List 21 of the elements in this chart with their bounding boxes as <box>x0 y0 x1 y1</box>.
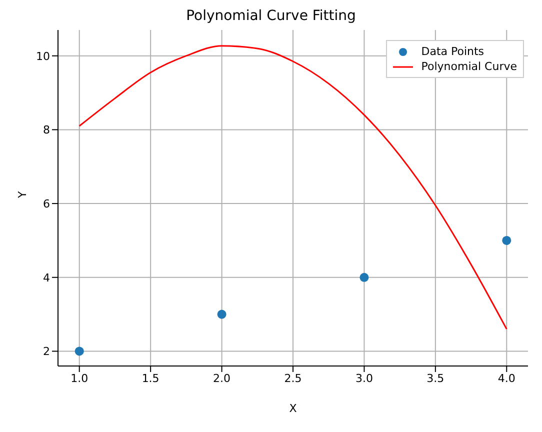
legend-label: Data Points <box>421 44 484 59</box>
x-tick-label: 2.0 <box>213 372 231 385</box>
x-tick-label: 4.0 <box>498 372 516 385</box>
y-tick-label: 2 <box>43 345 50 358</box>
point <box>502 236 512 245</box>
y-tick-label: 4 <box>43 271 50 284</box>
y-tick-label: 10 <box>36 50 50 63</box>
point <box>217 310 226 319</box>
point <box>74 346 84 356</box>
x-tick-label: 2.5 <box>284 372 302 385</box>
x-axis-title: X <box>289 402 298 415</box>
y-tick-label: 8 <box>43 124 50 137</box>
y-tick-label: 6 <box>43 197 50 210</box>
x-tick-label: 3.0 <box>355 372 373 385</box>
legend-label: Polynomial Curve <box>421 59 517 74</box>
point <box>360 272 369 282</box>
y-axis-title: Y <box>16 191 29 199</box>
x-tick-label: 1.5 <box>142 372 160 385</box>
x-tick-label: 3.5 <box>426 372 444 385</box>
x-tick-label: 1.0 <box>70 372 88 385</box>
chart-title: Polynomial Curve Fitting <box>185 8 357 24</box>
